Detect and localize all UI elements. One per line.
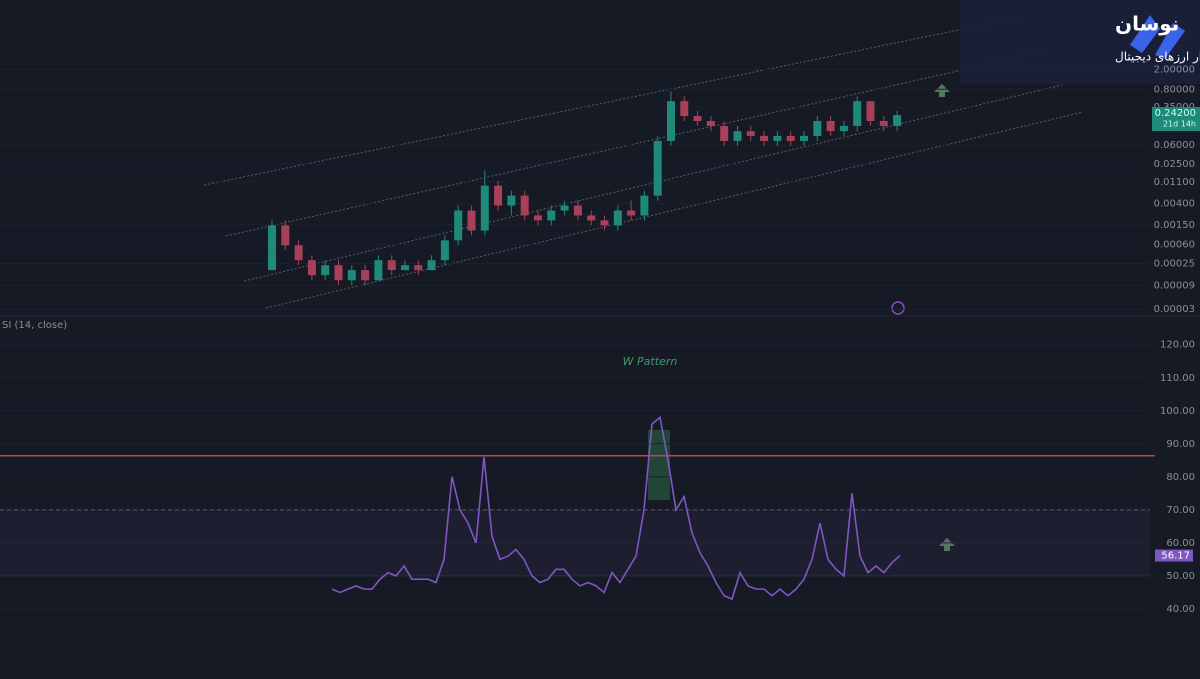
candle-body xyxy=(361,270,370,281)
price-label: 0.24200 xyxy=(1155,108,1196,119)
candle-body xyxy=(387,260,396,271)
candle-body xyxy=(294,245,303,261)
channel xyxy=(203,16,1084,309)
y-tick-label: 80.00 xyxy=(1166,472,1195,483)
candle-body xyxy=(613,210,622,226)
candle-body xyxy=(587,215,596,221)
brand-panel xyxy=(960,0,1200,84)
candle-body xyxy=(427,260,436,271)
y-tick-label: 2.00000 xyxy=(1154,64,1195,75)
candle-body xyxy=(813,120,822,136)
candle-body xyxy=(507,195,516,206)
candle-body xyxy=(800,135,808,141)
y-tick-label: 110.00 xyxy=(1160,373,1195,384)
y-tick-label: 40.00 xyxy=(1166,604,1195,615)
arrow-up xyxy=(934,84,950,97)
candle-body xyxy=(467,210,476,231)
y-tick-label: 0.00150 xyxy=(1154,220,1195,231)
y-tick-label: 0.00009 xyxy=(1154,281,1195,292)
channel-line xyxy=(203,16,1023,186)
y-tick-label: 120.00 xyxy=(1160,340,1195,351)
y-tick-label: 0.06000 xyxy=(1154,140,1195,151)
candle-body xyxy=(321,265,330,276)
candle-body xyxy=(480,185,489,231)
rsi-line xyxy=(331,415,901,601)
candle-body xyxy=(401,265,409,271)
candle-body xyxy=(560,205,569,211)
brand-logo xyxy=(1130,15,1185,59)
candle-body xyxy=(653,140,662,196)
y-tick-label: 90.00 xyxy=(1166,439,1195,450)
candle-body xyxy=(839,125,848,132)
event-icon[interactable] xyxy=(891,301,905,315)
candle-body xyxy=(680,101,689,117)
candle-body xyxy=(440,240,449,261)
y-tick-label: 0.01100 xyxy=(1154,177,1195,188)
candle-body xyxy=(667,101,675,141)
candle-body xyxy=(494,185,503,206)
brand: نوسان مرجع بازار ارزهای دیجیتال xyxy=(960,0,1200,84)
candle-body xyxy=(334,265,343,281)
candle-body xyxy=(733,131,742,141)
candle-body xyxy=(347,270,356,281)
brand-name: نوسان xyxy=(1115,12,1179,36)
candle-body xyxy=(746,131,755,136)
candle-body xyxy=(600,220,609,226)
y-tick-label: 50.00 xyxy=(1166,571,1195,582)
candle-body xyxy=(826,120,835,132)
y-tick-label: 0.00060 xyxy=(1154,240,1195,251)
candle-body xyxy=(627,210,636,216)
candle-body xyxy=(693,116,702,121)
candle-body xyxy=(281,225,290,246)
price-box xyxy=(1152,107,1200,132)
candle-body xyxy=(640,195,649,216)
annotation: W Pattern xyxy=(623,355,678,368)
y-tick-label: 70.00 xyxy=(1166,505,1195,516)
value-label: 56.17 xyxy=(1161,551,1190,562)
candle-body xyxy=(853,101,862,126)
indicator-title: SI (14, close) xyxy=(2,320,67,331)
candle-body xyxy=(706,120,715,126)
y-tick-label: 0.80000 xyxy=(1154,84,1195,95)
arrow-up xyxy=(939,538,955,551)
channel-line xyxy=(243,84,1063,282)
candle-body xyxy=(720,125,729,141)
y-tick-label: 0.00400 xyxy=(1154,199,1195,210)
y-tick-label: 0.00025 xyxy=(1154,258,1195,269)
y-tick-label: 60.00 xyxy=(1166,538,1195,549)
brand-tagline: مرجع بازار ارزهای دیجیتال xyxy=(1115,50,1200,65)
candle-body xyxy=(573,205,582,216)
y-tick-label: 0.02500 xyxy=(1154,159,1195,170)
candle-body xyxy=(414,265,423,271)
candle-body xyxy=(374,260,383,281)
candle-body xyxy=(454,210,463,241)
band xyxy=(0,509,1150,576)
channel-line xyxy=(225,51,1043,237)
candle-body xyxy=(547,210,556,221)
candle-body xyxy=(786,135,795,141)
candle-body xyxy=(760,135,769,141)
value-box xyxy=(1155,549,1193,562)
candle-body xyxy=(520,195,529,216)
candle-body xyxy=(307,260,316,276)
y-tick-label: 0.00003 xyxy=(1154,304,1195,315)
countdown: 21d 14h xyxy=(1163,120,1196,129)
candle-body xyxy=(893,115,902,126)
candle-body xyxy=(879,120,888,126)
candle-body xyxy=(866,101,875,121)
candle-body xyxy=(534,215,542,221)
pattern-highlight xyxy=(648,430,670,500)
channel-line xyxy=(265,111,1084,309)
y-tick-label: 100.00 xyxy=(1160,406,1195,417)
candle-body xyxy=(773,135,782,141)
candle-body xyxy=(268,225,276,271)
